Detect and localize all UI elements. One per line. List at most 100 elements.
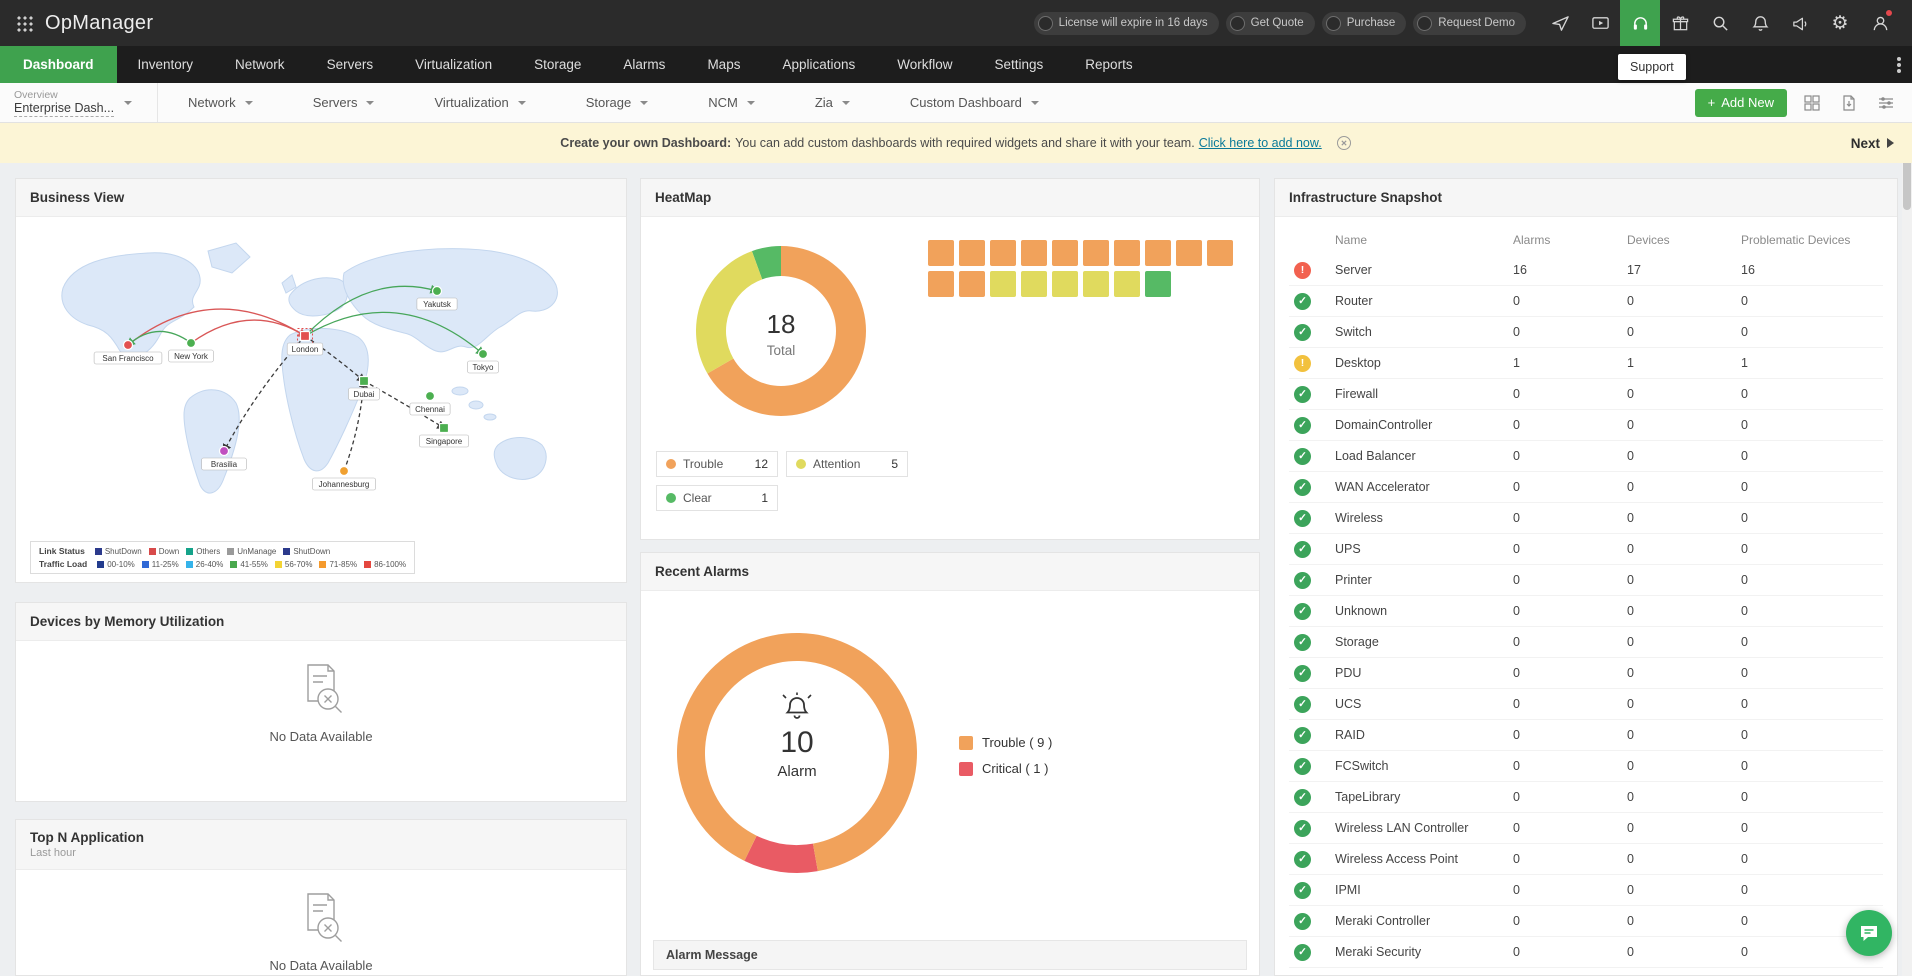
device-category-name[interactable]: Server xyxy=(1335,263,1372,277)
device-category-name[interactable]: Unknown xyxy=(1335,604,1388,618)
problematic-count[interactable]: 0 xyxy=(1741,697,1748,711)
problematic-count[interactable]: 0 xyxy=(1741,635,1748,649)
nav-item-reports[interactable]: Reports xyxy=(1085,57,1133,72)
gift-icon[interactable] xyxy=(1660,0,1700,46)
device-category-name[interactable]: UCS xyxy=(1335,697,1362,711)
alarms-count[interactable]: 0 xyxy=(1513,418,1520,432)
devices-count[interactable]: 0 xyxy=(1627,480,1634,494)
problematic-count[interactable]: 0 xyxy=(1741,542,1748,556)
problematic-count[interactable]: 1 xyxy=(1741,356,1748,370)
donut-segment-clear[interactable] xyxy=(751,246,781,280)
device-category-name[interactable]: UPS xyxy=(1335,542,1361,556)
problematic-count[interactable]: 0 xyxy=(1741,790,1748,804)
banner-close-icon[interactable] xyxy=(1336,135,1352,151)
devices-count[interactable]: 0 xyxy=(1627,387,1634,401)
devices-count[interactable]: 0 xyxy=(1627,635,1634,649)
heatmap-cell-trouble[interactable] xyxy=(1145,240,1171,266)
topbar-pill-purchase[interactable]: Purchase xyxy=(1321,11,1407,35)
infra-row-meraki-controller[interactable]: ✓ Meraki Controller 0 0 0 xyxy=(1289,906,1883,937)
device-category-name[interactable]: Meraki Security xyxy=(1335,945,1422,959)
nav-overflow-menu[interactable] xyxy=(1886,46,1912,83)
alarms-count[interactable]: 0 xyxy=(1513,821,1520,835)
heatmap-cell-trouble[interactable] xyxy=(1083,240,1109,266)
topbar-pill-request-demo[interactable]: Request Demo xyxy=(1413,11,1526,35)
alarms-count[interactable]: 0 xyxy=(1513,511,1520,525)
problematic-count[interactable]: 0 xyxy=(1741,573,1748,587)
infra-row-wan-accelerator[interactable]: ✓ WAN Accelerator 0 0 0 xyxy=(1289,472,1883,503)
problematic-count[interactable]: 0 xyxy=(1741,480,1748,494)
heatmap-cell-attention[interactable] xyxy=(1052,271,1078,297)
device-category-name[interactable]: Printer xyxy=(1335,573,1372,587)
problematic-count[interactable]: 0 xyxy=(1741,759,1748,773)
devices-count[interactable]: 0 xyxy=(1627,728,1634,742)
alarms-count[interactable]: 0 xyxy=(1513,666,1520,680)
device-category-name[interactable]: Storage xyxy=(1335,635,1379,649)
nav-item-network[interactable]: Network xyxy=(235,57,285,72)
heatmap-cell-attention[interactable] xyxy=(1083,271,1109,297)
infra-row-unknown[interactable]: ✓ Unknown 0 0 0 xyxy=(1289,596,1883,627)
device-category-name[interactable]: RAID xyxy=(1335,728,1365,742)
devices-count[interactable]: 0 xyxy=(1627,852,1634,866)
nav-item-workflow[interactable]: Workflow xyxy=(897,57,953,72)
alarms-donut-chart[interactable] xyxy=(672,628,922,878)
column-header-name[interactable]: Name xyxy=(1335,233,1368,247)
problematic-count[interactable]: 0 xyxy=(1741,449,1748,463)
devices-count[interactable]: 0 xyxy=(1627,604,1634,618)
infra-row-desktop[interactable]: ! Desktop 1 1 1 xyxy=(1289,348,1883,379)
heatmap-cell-trouble[interactable] xyxy=(990,240,1016,266)
map-node-johannesburg[interactable]: Johannesburg xyxy=(312,465,376,491)
layout-columns-icon[interactable] xyxy=(1800,91,1824,115)
heatmap-cell-attention[interactable] xyxy=(1114,271,1140,297)
devices-count[interactable]: 0 xyxy=(1627,666,1634,680)
nav-item-servers[interactable]: Servers xyxy=(326,57,374,72)
alarms-count[interactable]: 0 xyxy=(1513,790,1520,804)
devices-count[interactable]: 0 xyxy=(1627,697,1634,711)
alarms-count[interactable]: 0 xyxy=(1513,387,1520,401)
devices-count[interactable]: 0 xyxy=(1627,914,1634,928)
infra-row-meraki-security[interactable]: ✓ Meraki Security 0 0 0 xyxy=(1289,937,1883,968)
alarms-count[interactable]: 0 xyxy=(1513,914,1520,928)
problematic-count[interactable]: 0 xyxy=(1741,852,1748,866)
device-category-name[interactable]: Router xyxy=(1335,294,1373,308)
alarms-count[interactable]: 0 xyxy=(1513,883,1520,897)
map-node-london[interactable]: London xyxy=(286,328,324,356)
devices-count[interactable]: 0 xyxy=(1627,325,1634,339)
infra-row-pdu[interactable]: ✓ PDU 0 0 0 xyxy=(1289,658,1883,689)
nav-item-settings[interactable]: Settings xyxy=(994,57,1044,72)
device-category-name[interactable]: Firewall xyxy=(1335,387,1379,401)
problematic-count[interactable]: 0 xyxy=(1741,728,1748,742)
heatmap-donut-chart[interactable] xyxy=(681,231,881,431)
business-view-map[interactable]: San Francisco New York Brasilia London Johan… xyxy=(28,223,614,525)
devices-count[interactable]: 0 xyxy=(1627,449,1634,463)
infra-row-domaincontroller[interactable]: ✓ DomainController 0 0 0 xyxy=(1289,410,1883,441)
dashboard-tab-custom-dashboard[interactable]: Custom Dashboard xyxy=(880,83,1069,122)
heatmap-cell-trouble[interactable] xyxy=(959,240,985,266)
dashboard-tab-network[interactable]: Network xyxy=(158,83,283,122)
problematic-count[interactable]: 0 xyxy=(1741,387,1748,401)
devices-count[interactable]: 0 xyxy=(1627,821,1634,835)
alarms-count[interactable]: 0 xyxy=(1513,945,1520,959)
devices-count[interactable]: 0 xyxy=(1627,418,1634,432)
infra-row-firewall[interactable]: ✓ Firewall 0 0 0 xyxy=(1289,379,1883,410)
heatmap-cell-attention[interactable] xyxy=(1021,271,1047,297)
alarms-count[interactable]: 0 xyxy=(1513,573,1520,587)
alarms-count[interactable]: 0 xyxy=(1513,635,1520,649)
devices-count[interactable]: 0 xyxy=(1627,759,1634,773)
devices-count[interactable]: 0 xyxy=(1627,883,1634,897)
map-node-yakutsk[interactable]: Yakutsk xyxy=(416,285,458,311)
devices-count[interactable]: 0 xyxy=(1627,573,1634,587)
alarms-count[interactable]: 16 xyxy=(1513,263,1527,277)
infra-row-storage[interactable]: ✓ Storage 0 0 0 xyxy=(1289,627,1883,658)
alarms-count[interactable]: 0 xyxy=(1513,852,1520,866)
infra-row-ucs[interactable]: ✓ UCS 0 0 0 xyxy=(1289,689,1883,720)
infra-row-tapelibrary[interactable]: ✓ TapeLibrary 0 0 0 xyxy=(1289,782,1883,813)
app-grid-icon[interactable] xyxy=(16,14,33,32)
heatmap-cell-clear[interactable] xyxy=(1145,271,1171,297)
dashboard-tab-servers[interactable]: Servers xyxy=(283,83,405,122)
banner-link[interactable]: Click here to add now. xyxy=(1198,136,1322,150)
infra-row-printer[interactable]: ✓ Printer 0 0 0 xyxy=(1289,565,1883,596)
heatmap-cell-trouble[interactable] xyxy=(1052,240,1078,266)
alarms-count[interactable]: 0 xyxy=(1513,294,1520,308)
nav-item-virtualization[interactable]: Virtualization xyxy=(415,57,493,72)
